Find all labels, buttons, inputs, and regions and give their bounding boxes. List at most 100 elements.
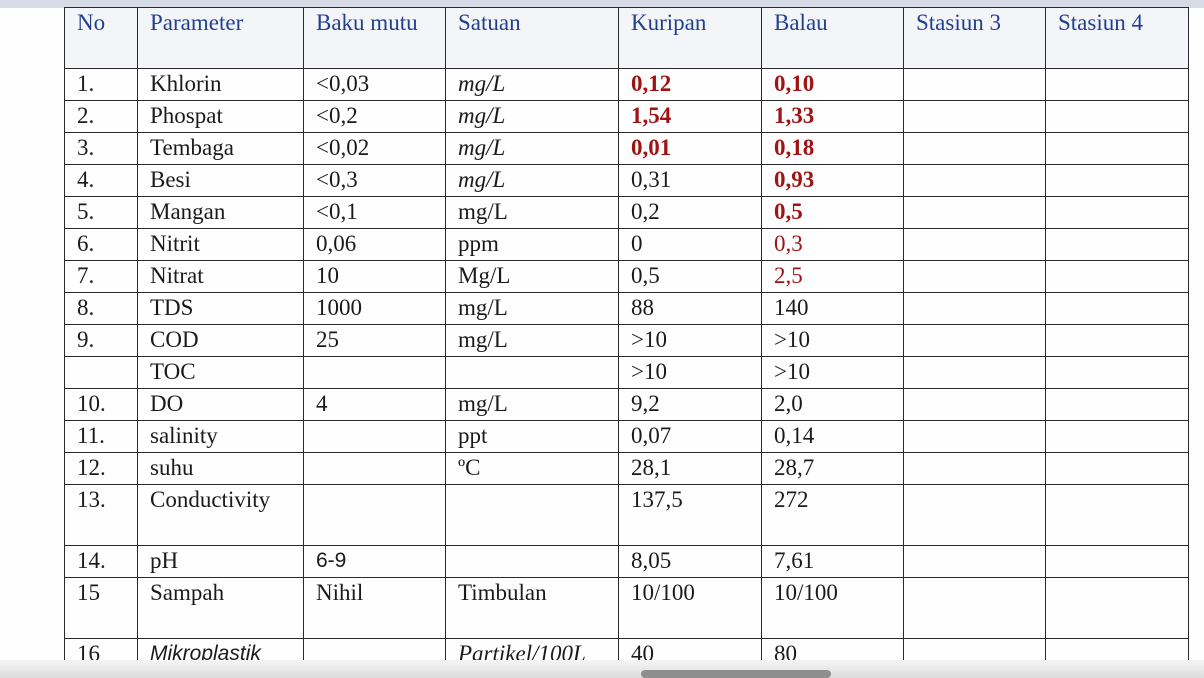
cell-stasiun-4 — [1045, 196, 1189, 229]
cell-balau: >10 — [761, 324, 904, 357]
cell-no: 2. — [64, 100, 138, 133]
cell-no: 10. — [64, 388, 138, 421]
cell-balau: 0,5 — [761, 196, 904, 229]
cell-balau: 1,33 — [761, 100, 904, 133]
cell-stasiun-4 — [1045, 68, 1189, 101]
table-row: 14. pH 6-9 8,05 7,61 — [64, 545, 1189, 578]
cell-parameter: DO — [137, 388, 304, 421]
cell-parameter: pH — [137, 545, 304, 578]
cell-satuan: mg/L — [445, 388, 619, 421]
cell-balau: 2,0 — [761, 388, 904, 421]
cell-no: 13. — [64, 484, 138, 546]
cell-baku-mutu — [303, 420, 446, 453]
cell-stasiun-4 — [1045, 356, 1189, 389]
header-baku-mutu: Baku mutu — [303, 7, 446, 69]
cell-satuan: mg/L — [445, 68, 619, 101]
cell-kuripan: 0,31 — [618, 164, 762, 197]
cell-kuripan: 1,54 — [618, 100, 762, 133]
cell-stasiun-3 — [903, 68, 1046, 101]
cell-satuan — [445, 545, 619, 578]
cell-satuan: ppt — [445, 420, 619, 453]
cell-stasiun-4 — [1045, 420, 1189, 453]
cell-no: 8. — [64, 292, 138, 325]
cell-satuan: mg/L — [445, 196, 619, 229]
cell-stasiun-3 — [903, 356, 1046, 389]
cell-parameter: TOC — [137, 356, 304, 389]
cell-stasiun-4 — [1045, 292, 1189, 325]
cell-kuripan: 0 — [618, 228, 762, 261]
cell-parameter: suhu — [137, 452, 304, 485]
cell-baku-mutu: <0,03 — [303, 68, 446, 101]
cell-satuan — [445, 484, 619, 546]
cell-stasiun-3 — [903, 577, 1046, 639]
cell-parameter: salinity — [137, 420, 304, 453]
table-row: 5. Mangan <0,1 mg/L 0,2 0,5 — [64, 196, 1189, 229]
bottom-shade — [0, 660, 1204, 678]
cell-stasiun-4 — [1045, 577, 1189, 639]
cell-balau: 0,14 — [761, 420, 904, 453]
cell-parameter: Mangan — [137, 196, 304, 229]
cell-parameter: COD — [137, 324, 304, 357]
table-row: 9. COD 25 mg/L >10 >10 — [64, 324, 1189, 357]
cell-stasiun-4 — [1045, 545, 1189, 578]
cell-baku-mutu — [303, 452, 446, 485]
cell-balau: 0,18 — [761, 132, 904, 165]
cell-kuripan: 0,2 — [618, 196, 762, 229]
cell-kuripan: 88 — [618, 292, 762, 325]
cell-balau: 0,93 — [761, 164, 904, 197]
cell-parameter: Nitrat — [137, 260, 304, 293]
header-balau: Balau — [761, 7, 904, 69]
cell-no: 14. — [64, 545, 138, 578]
cell-stasiun-3 — [903, 260, 1046, 293]
cell-balau: 28,7 — [761, 452, 904, 485]
header-kuripan: Kuripan — [618, 7, 762, 69]
cell-balau: >10 — [761, 356, 904, 389]
cell-kuripan: 8,05 — [618, 545, 762, 578]
cell-satuan: mg/L — [445, 100, 619, 133]
cell-stasiun-4 — [1045, 484, 1189, 546]
table-row: 4. Besi <0,3 mg/L 0,31 0,93 — [64, 164, 1189, 197]
cell-no: 7. — [64, 260, 138, 293]
horizontal-scrollbar[interactable] — [641, 670, 831, 678]
cell-baku-mutu: <0,02 — [303, 132, 446, 165]
cell-parameter: Besi — [137, 164, 304, 197]
cell-stasiun-3 — [903, 292, 1046, 325]
cell-balau: 2,5 — [761, 260, 904, 293]
cell-kuripan: 0,07 — [618, 420, 762, 453]
cell-baku-mutu: 10 — [303, 260, 446, 293]
cell-no: 4. — [64, 164, 138, 197]
cell-stasiun-4 — [1045, 228, 1189, 261]
cell-baku-mutu — [303, 484, 446, 546]
cell-stasiun-3 — [903, 100, 1046, 133]
cell-no: 12. — [64, 452, 138, 485]
cell-parameter: Nitrit — [137, 228, 304, 261]
header-satuan: Satuan — [445, 7, 619, 69]
header-parameter: Parameter — [137, 7, 304, 69]
table-row: 11. salinity ppt 0,07 0,14 — [64, 420, 1189, 453]
table-row: 10. DO 4 mg/L 9,2 2,0 — [64, 388, 1189, 421]
cell-baku-mutu — [303, 356, 446, 389]
cell-baku-mutu: 0,06 — [303, 228, 446, 261]
cell-no: 1. — [64, 68, 138, 101]
cell-stasiun-4 — [1045, 260, 1189, 293]
cell-satuan: ppm — [445, 228, 619, 261]
header-row: No Parameter Baku mutu Satuan Kuripan Ba… — [64, 7, 1189, 69]
cell-stasiun-4 — [1045, 452, 1189, 485]
cell-parameter: Conductivity — [137, 484, 304, 546]
water-quality-table: No Parameter Baku mutu Satuan Kuripan Ba… — [64, 7, 1189, 669]
cell-satuan: mg/L — [445, 324, 619, 357]
cell-baku-mutu: 4 — [303, 388, 446, 421]
table-row: TOC >10 >10 — [64, 356, 1189, 389]
cell-balau: 272 — [761, 484, 904, 546]
cell-satuan — [445, 356, 619, 389]
cell-no: 6. — [64, 228, 138, 261]
cell-stasiun-4 — [1045, 100, 1189, 133]
table-row: 6. Nitrit 0,06 ppm 0 0,3 — [64, 228, 1189, 261]
cell-kuripan: >10 — [618, 324, 762, 357]
header-no: No — [64, 7, 138, 69]
cell-kuripan: >10 — [618, 356, 762, 389]
cell-baku-mutu: 25 — [303, 324, 446, 357]
cell-parameter: Sampah — [137, 577, 304, 639]
cell-no: 11. — [64, 420, 138, 453]
table-row: 1. Khlorin <0,03 mg/L 0,12 0,10 — [64, 68, 1189, 101]
